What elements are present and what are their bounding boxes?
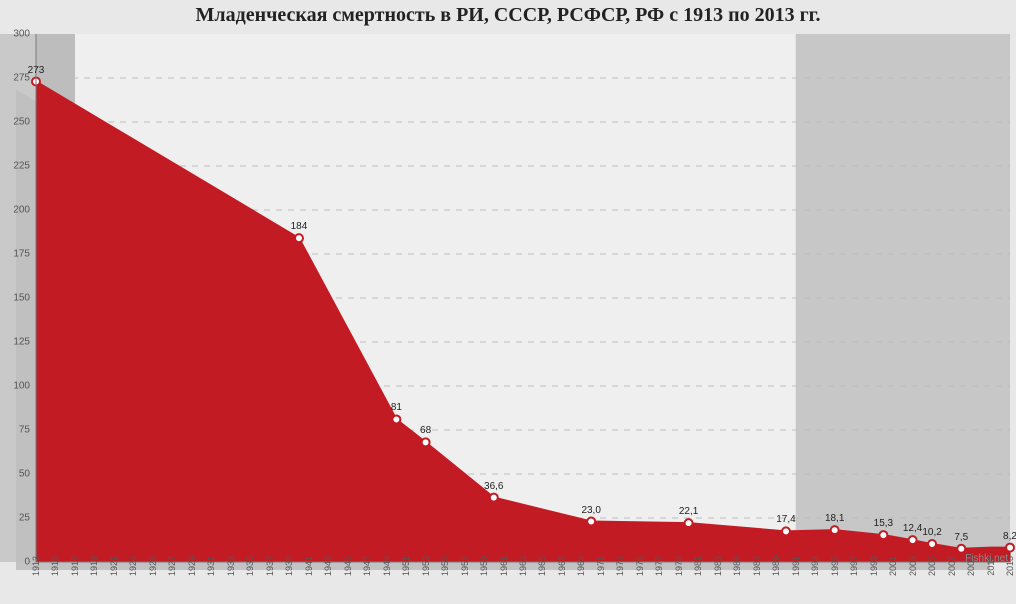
- x-tick: 1981: [693, 556, 703, 576]
- x-tick: 1933: [226, 556, 236, 576]
- data-marker: [1006, 544, 1014, 552]
- data-marker: [490, 494, 498, 502]
- x-tick: 1929: [187, 556, 197, 576]
- x-tick: 1939: [284, 556, 294, 576]
- data-label: 184: [291, 221, 308, 232]
- x-tick: 1935: [245, 556, 255, 576]
- data-marker: [879, 531, 887, 539]
- data-marker: [587, 518, 595, 526]
- data-label: 10,2: [922, 527, 941, 538]
- x-tick: 1923: [128, 556, 138, 576]
- x-tick: 1973: [615, 556, 625, 576]
- y-tick: 0: [24, 557, 30, 568]
- data-marker: [295, 234, 303, 242]
- y-tick: 250: [13, 117, 30, 128]
- x-tick: 1989: [771, 556, 781, 576]
- data-marker: [782, 527, 790, 535]
- y-tick: 200: [13, 205, 30, 216]
- x-tick: 1965: [537, 556, 547, 576]
- x-tick: 1917: [70, 556, 80, 576]
- x-tick: 1971: [596, 556, 606, 576]
- y-tick: 150: [13, 293, 30, 304]
- data-label: 81: [391, 402, 402, 413]
- y-tick: 300: [13, 29, 30, 40]
- x-tick: 1969: [576, 556, 586, 576]
- data-marker: [685, 519, 693, 527]
- data-label: 7,5: [954, 532, 968, 543]
- y-tick: 175: [13, 249, 30, 260]
- data-marker: [957, 545, 965, 553]
- data-label: 15,3: [874, 518, 893, 529]
- data-label: 273: [28, 65, 45, 76]
- x-tick: 1957: [460, 556, 470, 576]
- x-tick: 1945: [343, 556, 353, 576]
- x-tick: 2001: [888, 556, 898, 576]
- x-tick: 1975: [635, 556, 645, 576]
- data-marker: [422, 438, 430, 446]
- x-tick: 1919: [89, 556, 99, 576]
- x-tick: 1967: [557, 556, 567, 576]
- x-tick: 1943: [323, 556, 333, 576]
- y-tick: 125: [13, 337, 30, 348]
- data-marker: [928, 540, 936, 548]
- chart-svg: [36, 34, 1010, 562]
- y-tick: 225: [13, 161, 30, 172]
- y-tick: 25: [19, 513, 30, 524]
- x-tick: 1925: [148, 556, 158, 576]
- x-tick: 1983: [713, 556, 723, 576]
- x-tick: 2003: [908, 556, 918, 576]
- x-tick: 1913: [31, 556, 41, 576]
- watermark: Fishki.net: [965, 553, 1008, 564]
- y-tick: 100: [13, 381, 30, 392]
- x-tick: 1997: [849, 556, 859, 576]
- x-tick: 2005: [927, 556, 937, 576]
- chart-title: Младенческая смертность в РИ, СССР, РСФС…: [0, 4, 1016, 27]
- y-tick: 75: [19, 425, 30, 436]
- x-tick: 1953: [421, 556, 431, 576]
- data-label: 22,1: [679, 506, 698, 517]
- data-marker: [831, 526, 839, 534]
- data-marker: [909, 536, 917, 544]
- x-tick: 1977: [654, 556, 664, 576]
- x-tick: 1993: [810, 556, 820, 576]
- data-label: 23,0: [581, 505, 600, 516]
- x-tick: 1921: [109, 556, 119, 576]
- x-tick: 1949: [382, 556, 392, 576]
- chart-plot-area: 0255075100125150175200225250275300191319…: [36, 34, 1010, 562]
- x-tick: 1947: [362, 556, 372, 576]
- x-tick: 1941: [304, 556, 314, 576]
- x-tick: 1995: [830, 556, 840, 576]
- data-label: 68: [420, 425, 431, 436]
- x-tick: 1959: [479, 556, 489, 576]
- x-tick: 1991: [791, 556, 801, 576]
- x-tick: 1951: [401, 556, 411, 576]
- data-label: 8,2: [1003, 531, 1016, 542]
- x-tick: 1987: [752, 556, 762, 576]
- x-tick: 1979: [674, 556, 684, 576]
- y-tick: 50: [19, 469, 30, 480]
- data-label: 18,1: [825, 513, 844, 524]
- x-tick: 1985: [732, 556, 742, 576]
- data-label: 12,4: [903, 523, 922, 534]
- x-tick: 1955: [440, 556, 450, 576]
- x-tick: 1937: [265, 556, 275, 576]
- x-tick: 1927: [167, 556, 177, 576]
- x-tick: 1963: [518, 556, 528, 576]
- x-tick: 1999: [869, 556, 879, 576]
- x-tick: 1931: [206, 556, 216, 576]
- data-label: 36,6: [484, 481, 503, 492]
- x-tick: 1915: [50, 556, 60, 576]
- x-tick: 1961: [499, 556, 509, 576]
- data-label: 17,4: [776, 514, 795, 525]
- data-marker: [392, 415, 400, 423]
- x-tick: 2007: [947, 556, 957, 576]
